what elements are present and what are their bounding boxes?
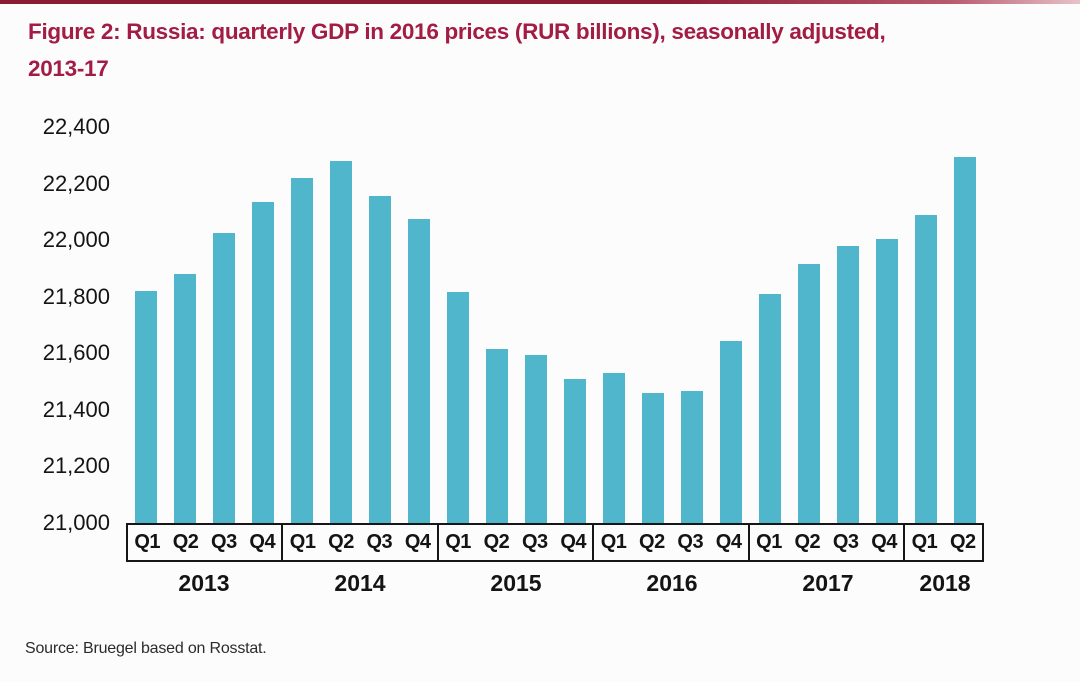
quarter-group-2017: Q1 Q2 Q3 Q4 [747, 525, 903, 560]
bar-2013-q3 [212, 233, 235, 523]
y-tick-label: 21,400 [42, 396, 110, 422]
quarter-label-2017-q4: Q4 [871, 531, 897, 553]
top-border-rule [0, 0, 1080, 4]
quarter-label-2016-q4: Q4 [715, 531, 742, 553]
quarter-label-2016-q1: Q1 [600, 531, 627, 553]
x-axis-quarter-labels: Q1 Q2 Q3 Q4 Q1 Q2 Q3 Q4 Q1 Q2 Q3 Q4 Q1 Q2 Q3 Q4 Q1 Q2 Q3 Q4… [126, 523, 984, 562]
quarter-label-2016-q3: Q3 [677, 531, 704, 553]
bar-2015-q4 [563, 379, 586, 523]
year-label-2014: 2014 [334, 570, 386, 596]
figure-title-line1: Figure 2: Russia: quarterly GDP in 2016 … [28, 19, 886, 44]
quarter-label-2013-q2: Q2 [172, 531, 199, 553]
quarter-group-2014: Q1 Q2 Q3 Q4 [281, 525, 436, 560]
figure-title-line2: 2013-17 [28, 56, 109, 81]
x-axis-year-labels: 2013 2014 2015 2016 2017 2018 [126, 567, 984, 599]
quarter-label-2015-q1: Q1 [445, 531, 471, 553]
figure-title: Figure 2: Russia: quarterly GDP in 2016 … [28, 13, 1058, 87]
year-label-2015: 2015 [490, 570, 542, 596]
quarter-group-2016: Q1 Q2 Q3 Q4 [592, 525, 747, 560]
bar-2016-q2 [641, 393, 664, 523]
y-tick-label: 21,800 [42, 283, 110, 309]
bar-2014-q2 [329, 161, 352, 523]
quarter-label-2013-q4: Q4 [249, 531, 276, 553]
year-label-2016: 2016 [646, 570, 698, 596]
bar-2016-q1 [602, 373, 625, 523]
quarter-label-2014-q4: Q4 [404, 531, 431, 553]
quarter-label-2014-q1: Q1 [289, 531, 316, 553]
quarter-label-2015-q3: Q3 [521, 531, 548, 553]
bar-2017-q4 [875, 239, 898, 523]
quarter-label-2018-q2: Q2 [949, 531, 976, 553]
bar-2013-q4 [251, 202, 274, 523]
bar-2017-q1 [758, 294, 781, 523]
bar-2018-q2 [953, 157, 976, 523]
bar-2016-q4 [719, 341, 742, 523]
bar-2015-q1 [446, 292, 469, 523]
bar-2014-q1 [290, 178, 313, 523]
bar-2013-q1 [134, 291, 157, 523]
quarter-label-2017-q2: Q2 [794, 531, 821, 553]
year-label-2018: 2018 [919, 570, 971, 596]
year-label-2013: 2013 [178, 570, 230, 596]
source-note: Source: Bruegel based on Rosstat. [25, 640, 267, 657]
quarter-label-2018-q1: Q1 [911, 531, 938, 553]
quarter-label-2013-q3: Q3 [211, 531, 237, 553]
quarter-group-2018: Q1 Q2 [903, 525, 982, 560]
y-tick-label: 21,000 [42, 510, 110, 535]
year-label-2017: 2017 [802, 570, 854, 596]
bar-2017-q3 [836, 246, 859, 523]
y-tick-label: 22,200 [42, 170, 110, 196]
plot-area [126, 127, 984, 523]
y-tick-label: 22,000 [42, 227, 110, 253]
quarter-label-2013-q1: Q1 [134, 531, 161, 553]
quarter-label-2017-q1: Q1 [756, 531, 782, 553]
quarter-label-2017-q3: Q3 [832, 531, 859, 553]
quarter-label-2015-q2: Q2 [483, 531, 510, 553]
quarter-label-2014-q2: Q2 [328, 531, 354, 553]
bar-2014-q3 [368, 196, 391, 523]
quarter-label-2014-q3: Q3 [366, 531, 393, 553]
bar-2018-q1 [914, 215, 937, 523]
y-tick-label: 21,200 [42, 453, 110, 479]
y-tick-label: 21,600 [42, 340, 110, 366]
y-tick-label: 22,400 [42, 114, 110, 139]
quarter-group-2015: Q1 Q2 Q3 Q4 [436, 525, 592, 560]
bar-2016-q3 [680, 391, 703, 523]
bar-2015-q3 [524, 355, 547, 523]
quarter-group-2013: Q1 Q2 Q3 Q4 [128, 525, 281, 560]
bar-2014-q4 [407, 219, 430, 523]
bar-2013-q2 [173, 274, 196, 523]
bar-2017-q2 [797, 264, 820, 523]
quarter-label-2016-q2: Q2 [639, 531, 665, 553]
quarter-label-2015-q4: Q4 [560, 531, 586, 553]
bar-2015-q2 [485, 349, 508, 523]
